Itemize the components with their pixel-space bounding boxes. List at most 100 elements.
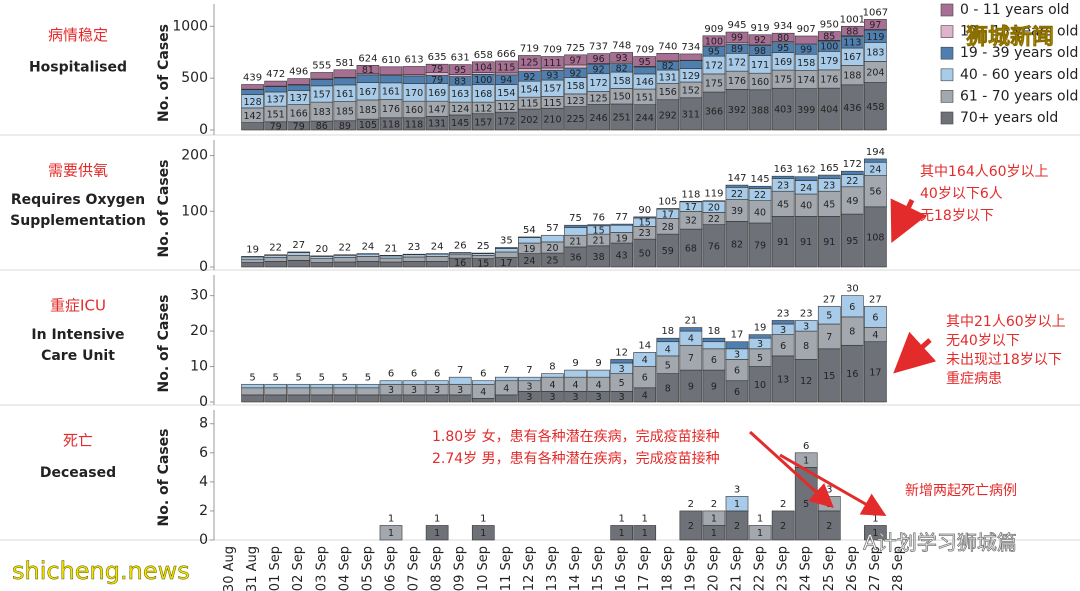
- bar-segment: [310, 79, 334, 87]
- total-label: 162: [797, 165, 816, 176]
- total-label: 76: [592, 213, 605, 224]
- bar-segment: [771, 320, 795, 325]
- segment-label: 24: [869, 164, 881, 175]
- total-label: 666: [497, 49, 516, 60]
- segment-label: 225: [566, 114, 584, 125]
- segment-label: 2: [688, 521, 694, 532]
- segment-label: 147: [428, 104, 446, 115]
- segment-label: 17: [500, 258, 512, 269]
- total-label: 472: [266, 69, 285, 80]
- segment-label: 6: [780, 341, 786, 352]
- segment-label: 4: [480, 387, 486, 398]
- bar-segment: [587, 224, 610, 227]
- segment-label: 91: [823, 237, 835, 248]
- total-label: 748: [612, 40, 631, 51]
- segment-label: 244: [636, 113, 654, 124]
- panel-subtitle: Requires Oxygen Supplementation: [10, 192, 146, 229]
- segment-label: 172: [728, 58, 746, 69]
- segment-label: 85: [823, 31, 835, 42]
- annotation: 重症病患: [946, 371, 1002, 387]
- segment-label: 152: [682, 85, 700, 96]
- segment-label: 93: [616, 53, 628, 64]
- segment-label: 22: [754, 190, 766, 201]
- bar-segment: [633, 352, 657, 367]
- segment-label: 22: [708, 214, 720, 225]
- segment-label: 79: [431, 75, 443, 86]
- segment-label: 7: [826, 332, 832, 343]
- segment-label: 32: [685, 216, 697, 227]
- segment-label: 76: [708, 241, 720, 252]
- total-label: 6: [411, 369, 417, 380]
- total-label: 1: [757, 513, 763, 524]
- segment-label: 20: [708, 202, 720, 213]
- bar-segment: [241, 256, 264, 260]
- total-label: 118: [681, 189, 700, 200]
- bar-segment: [356, 387, 380, 396]
- segment-label: 19: [523, 244, 535, 255]
- bar-segment: [494, 247, 518, 249]
- bar-segment: [633, 66, 657, 75]
- segment-label: 7: [688, 353, 694, 364]
- segment-label: 404: [820, 105, 838, 116]
- subtitle-line: Care Unit: [41, 348, 115, 364]
- bar-segment: [702, 510, 726, 526]
- segment-label: 174: [797, 75, 815, 86]
- bar-segment: [587, 369, 610, 378]
- total-label: 105: [658, 197, 677, 208]
- x-tick-label: 31 Aug: [245, 546, 260, 591]
- bar-segment: [702, 337, 726, 343]
- segment-label: 170: [405, 88, 423, 99]
- total-label: 635: [428, 52, 447, 63]
- y-tick-label: 0: [199, 122, 208, 138]
- bar-segment: [402, 66, 426, 75]
- total-label: 8: [549, 362, 555, 373]
- segment-label: 6: [711, 355, 717, 366]
- segment-label: 95: [454, 65, 466, 76]
- bar-segment: [379, 261, 403, 268]
- segment-label: 19: [616, 233, 628, 244]
- segment-label: 92: [523, 72, 535, 83]
- total-label: 709: [635, 45, 654, 56]
- bar-segment: [241, 383, 264, 389]
- legend-swatch: [940, 3, 954, 17]
- segment-label: 3: [549, 392, 555, 403]
- segment-label: 113: [843, 38, 861, 49]
- panel-title: 病情稳定: [48, 26, 108, 44]
- segment-label: 25: [546, 256, 558, 267]
- panel-title: 需要供氧: [48, 162, 108, 180]
- total-label: 3: [734, 484, 740, 495]
- bar-segment: [402, 261, 426, 268]
- segment-label: 24: [800, 183, 812, 194]
- bar-segment: [610, 224, 634, 233]
- total-label: 1: [642, 513, 648, 524]
- segment-label: 86: [316, 121, 328, 132]
- segment-label: 185: [359, 105, 377, 116]
- bar-segment: [310, 256, 334, 259]
- y-tick-label: 2: [199, 503, 208, 519]
- total-label: 555: [312, 60, 331, 71]
- segment-label: 3: [596, 392, 602, 403]
- y-axis-title: No. of Cases: [156, 295, 172, 393]
- bar-segment: [264, 255, 287, 258]
- total-label: 5: [272, 372, 278, 383]
- bar-segment: [725, 31, 749, 43]
- bar-segment: [564, 227, 587, 236]
- x-tick-label: 02 Sep: [291, 546, 306, 591]
- total-label: 919: [751, 23, 770, 34]
- total-label: 737: [589, 42, 608, 53]
- bar-segment: [518, 236, 541, 238]
- x-tick-label: 30 Aug: [222, 546, 237, 591]
- segment-label: 89: [731, 44, 743, 55]
- bar-segment: [333, 69, 357, 78]
- segment-label: 45: [823, 199, 835, 210]
- bar-segment: [425, 253, 449, 257]
- x-tick-label: 04 Sep: [337, 546, 352, 591]
- segment-label: 3: [757, 339, 763, 350]
- bar-segment: [264, 80, 287, 87]
- bar-segment: [564, 54, 587, 66]
- bar-segment: [817, 174, 841, 179]
- segment-label: 23: [639, 228, 651, 239]
- segment-label: 1: [642, 528, 648, 539]
- bar-segment: [633, 525, 657, 541]
- bar-segment: [679, 510, 703, 541]
